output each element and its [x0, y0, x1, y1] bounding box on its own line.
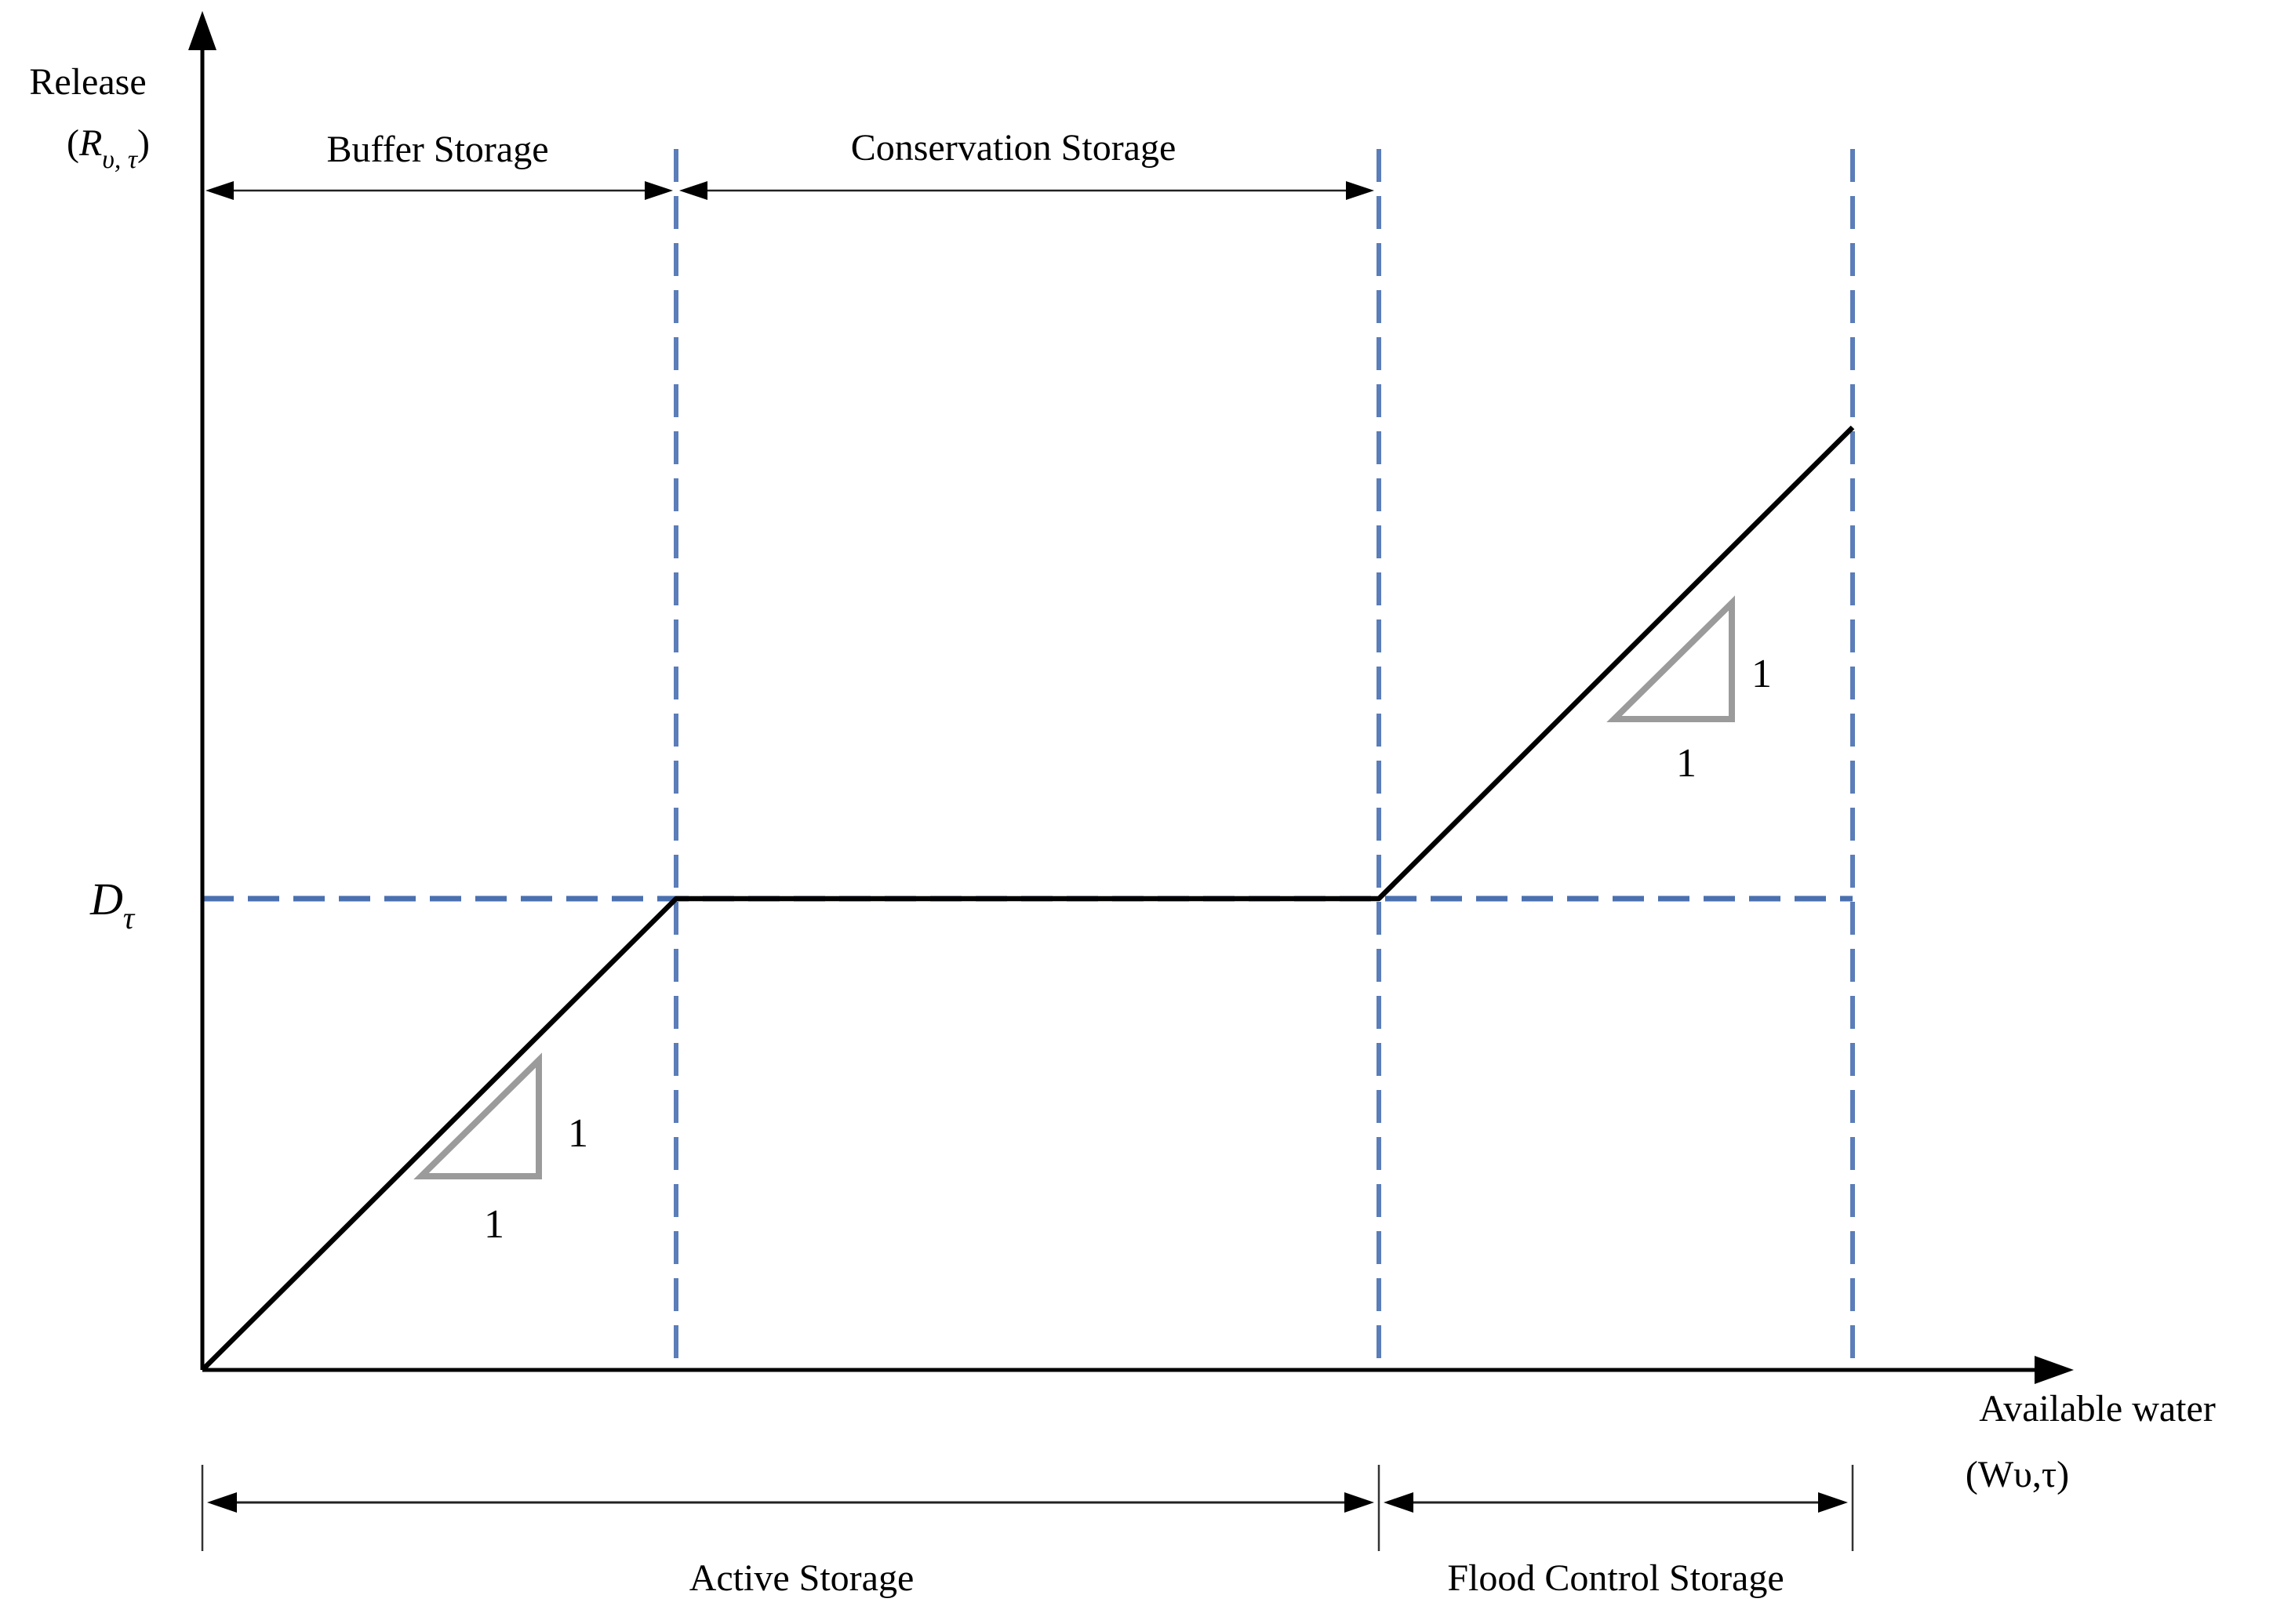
- demand-level-label: Dτ: [89, 874, 136, 936]
- zone-label-active-storage: Active Storage: [689, 1557, 915, 1599]
- conservation-zone-arrowhead-right-icon: [1346, 181, 1374, 200]
- flood-storage-arrowhead-left-icon: [1384, 1492, 1413, 1513]
- x-axis-arrowhead-icon: [2035, 1356, 2074, 1384]
- y-axis-symbol: (Rυ, τ): [67, 122, 150, 174]
- y-axis-title: Release: [29, 61, 146, 103]
- y-axis-symbol-close: ): [137, 122, 150, 164]
- zone-label-conservation-storage: Conservation Storage: [851, 127, 1177, 169]
- active-storage-arrowhead-left-icon: [207, 1492, 237, 1513]
- slope-rise-label-lower: 1: [568, 1111, 588, 1156]
- zone-label-buffer-storage: Buffer Storage: [326, 129, 548, 170]
- flood-storage-arrowhead-right-icon: [1818, 1492, 1848, 1513]
- slope-triangle-lower: [413, 1052, 542, 1179]
- y-axis-symbol-open: (: [67, 122, 79, 164]
- buffer-zone-arrowhead-right-icon: [645, 181, 673, 200]
- demand-symbol-subscript: τ: [123, 900, 136, 936]
- active-storage-arrowhead-right-icon: [1344, 1492, 1374, 1513]
- x-axis-symbol: (Wυ,τ): [1966, 1454, 2069, 1495]
- y-axis-symbol-subscript: υ, τ: [102, 145, 139, 174]
- conservation-zone-arrowhead-left-icon: [679, 181, 707, 200]
- demand-symbol: D: [89, 874, 123, 925]
- slope-run-label-upper: 1: [1676, 741, 1697, 786]
- x-axis-title: Available water: [1979, 1388, 2216, 1430]
- slope-rise-label-upper: 1: [1751, 652, 1772, 696]
- slope-triangle-upper: [1606, 595, 1735, 722]
- release-policy-curve: [200, 425, 1855, 1372]
- slope-run-label-lower: 1: [484, 1202, 504, 1247]
- buffer-zone-arrowhead-left-icon: [205, 181, 234, 200]
- zone-label-flood-control-storage: Flood Control Storage: [1447, 1557, 1784, 1599]
- y-axis-arrowhead-icon: [188, 11, 216, 50]
- y-axis-symbol-var: R: [78, 122, 102, 164]
